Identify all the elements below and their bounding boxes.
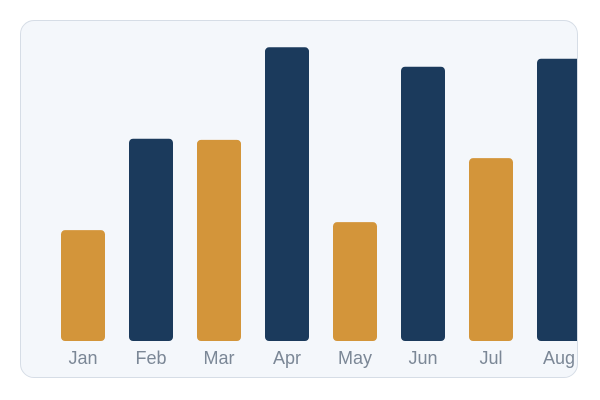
x-tick-label-aug: Aug bbox=[543, 348, 575, 368]
bar-mar bbox=[197, 139, 241, 341]
bar-jul bbox=[469, 158, 513, 341]
x-tick-label-feb: Feb bbox=[135, 348, 166, 368]
x-tick-label-jan: Jan bbox=[68, 348, 97, 368]
x-tick-label-apr: Apr bbox=[273, 348, 301, 368]
x-tick-label-jul: Jul bbox=[479, 348, 502, 368]
x-tick-label-may: May bbox=[338, 348, 372, 368]
x-tick-label-mar: Mar bbox=[204, 348, 235, 368]
x-tick-label-jun: Jun bbox=[408, 348, 437, 368]
bar-feb bbox=[129, 138, 173, 341]
bar-may bbox=[333, 222, 377, 341]
bar-apr bbox=[265, 47, 309, 342]
bar-jun bbox=[401, 66, 445, 341]
bar-chart: Jan Feb Mar Apr May Jun Jul Aug bbox=[61, 47, 577, 368]
bar-aug bbox=[537, 58, 577, 341]
chart-card: Jan Feb Mar Apr May Jun Jul Aug bbox=[20, 20, 578, 378]
bar-jan bbox=[61, 230, 105, 341]
